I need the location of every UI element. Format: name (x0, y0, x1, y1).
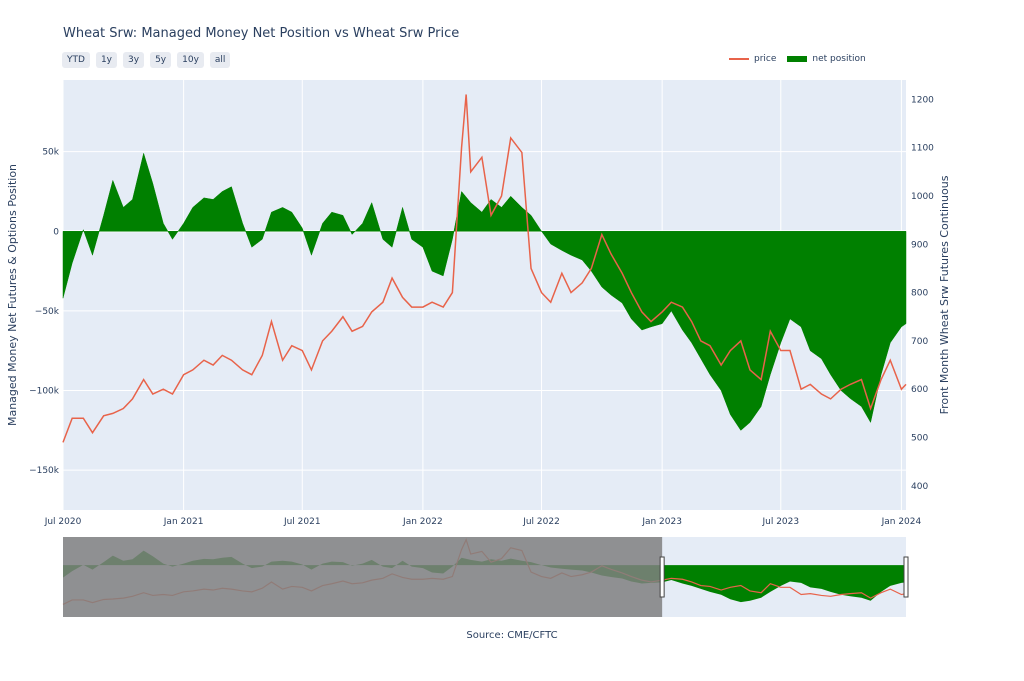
x-tick-label: Jul 2021 (283, 517, 321, 527)
y-right-tick-label: 800 (911, 289, 928, 299)
legend-label-price: price (754, 54, 777, 64)
y-left-tick-label: −100k (29, 387, 60, 397)
y-right-tick-label: 500 (911, 434, 928, 444)
range-slider-mask (63, 537, 663, 617)
chart-title: Wheat Srw: Managed Money Net Position vs… (63, 26, 460, 41)
range-button-ytd[interactable]: YTD (62, 52, 90, 68)
y-left-tick-label: 0 (53, 227, 59, 237)
source-note: Source: CME/CFTC (466, 630, 558, 641)
price-series (62, 94, 907, 443)
legend: price net position (728, 54, 866, 64)
range-selector-buttons: YTD 1y 3y 5y 10y all (62, 52, 231, 68)
range-button-1y[interactable]: 1y (95, 52, 117, 68)
legend-label-net-position: net position (812, 54, 866, 64)
range-slider-handle-left[interactable] (659, 556, 665, 598)
y-right-tick-label: 400 (911, 482, 928, 492)
y-left-tick-label: −50k (35, 307, 60, 317)
x-tick-label: Jan 2022 (402, 517, 443, 527)
x-tick-label: Jan 2023 (641, 517, 682, 527)
x-tick-label: Jan 2021 (163, 517, 204, 527)
y-right-tick-label: 1200 (911, 95, 934, 105)
legend-swatch-price (729, 58, 749, 60)
y-right-tick-label: 700 (911, 337, 928, 347)
y-left-tick-label: 50k (42, 148, 59, 158)
x-tick-label: Jul 2022 (522, 517, 560, 527)
x-tick-label: Jul 2020 (44, 517, 82, 527)
y-right-tick-label: 600 (911, 385, 928, 395)
range-slider-handle-right[interactable] (903, 556, 909, 598)
legend-swatch-net-position (787, 56, 808, 62)
y-right-tick-label: 1100 (911, 144, 934, 154)
range-button-5y[interactable]: 5y (150, 52, 172, 68)
range-button-10y[interactable]: 10y (177, 52, 204, 68)
y-right-axis-title: Front Month Wheat Srw Futures Continuous (938, 175, 951, 414)
range-button-all[interactable]: all (209, 52, 231, 68)
y-left-axis-title: Managed Money Net Futures & Options Posi… (6, 164, 19, 426)
net-position-series (62, 152, 907, 431)
y-left-tick-label: −150k (29, 466, 60, 476)
y-right-tick-label: 1000 (911, 192, 934, 202)
y-right-tick-label: 900 (911, 240, 928, 250)
axes: 50k 0 −50k −100k −150k 1200 1100 1000 900 800 700 6… (29, 95, 934, 527)
price-line-layer (62, 94, 907, 443)
legend-item-net-position[interactable]: net position (786, 54, 866, 64)
net-position-area (62, 152, 907, 431)
x-tick-label: Jan 2024 (881, 517, 922, 527)
legend-item-price[interactable]: price (728, 54, 776, 64)
range-button-3y[interactable]: 3y (123, 52, 145, 68)
x-tick-label: Jul 2023 (761, 517, 799, 527)
